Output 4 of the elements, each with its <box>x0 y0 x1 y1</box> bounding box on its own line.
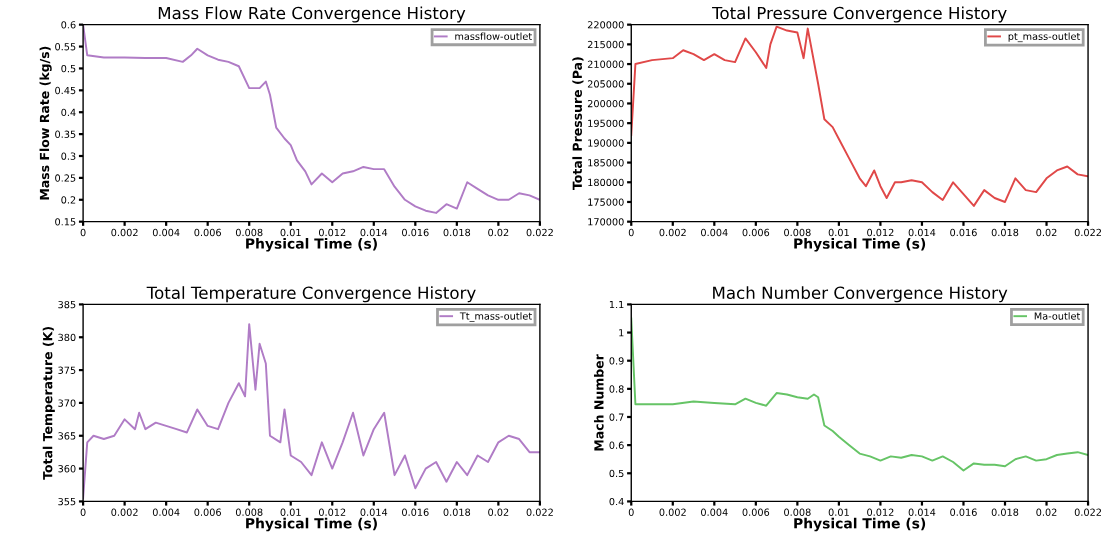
chart-title: Mass Flow Rate Convergence History <box>158 6 466 23</box>
chart-title: Total Pressure Convergence History <box>712 6 1007 23</box>
chart-title: Total Temperature Convergence History <box>146 286 476 303</box>
chart-title: Mach Number Convergence History <box>713 286 1008 303</box>
